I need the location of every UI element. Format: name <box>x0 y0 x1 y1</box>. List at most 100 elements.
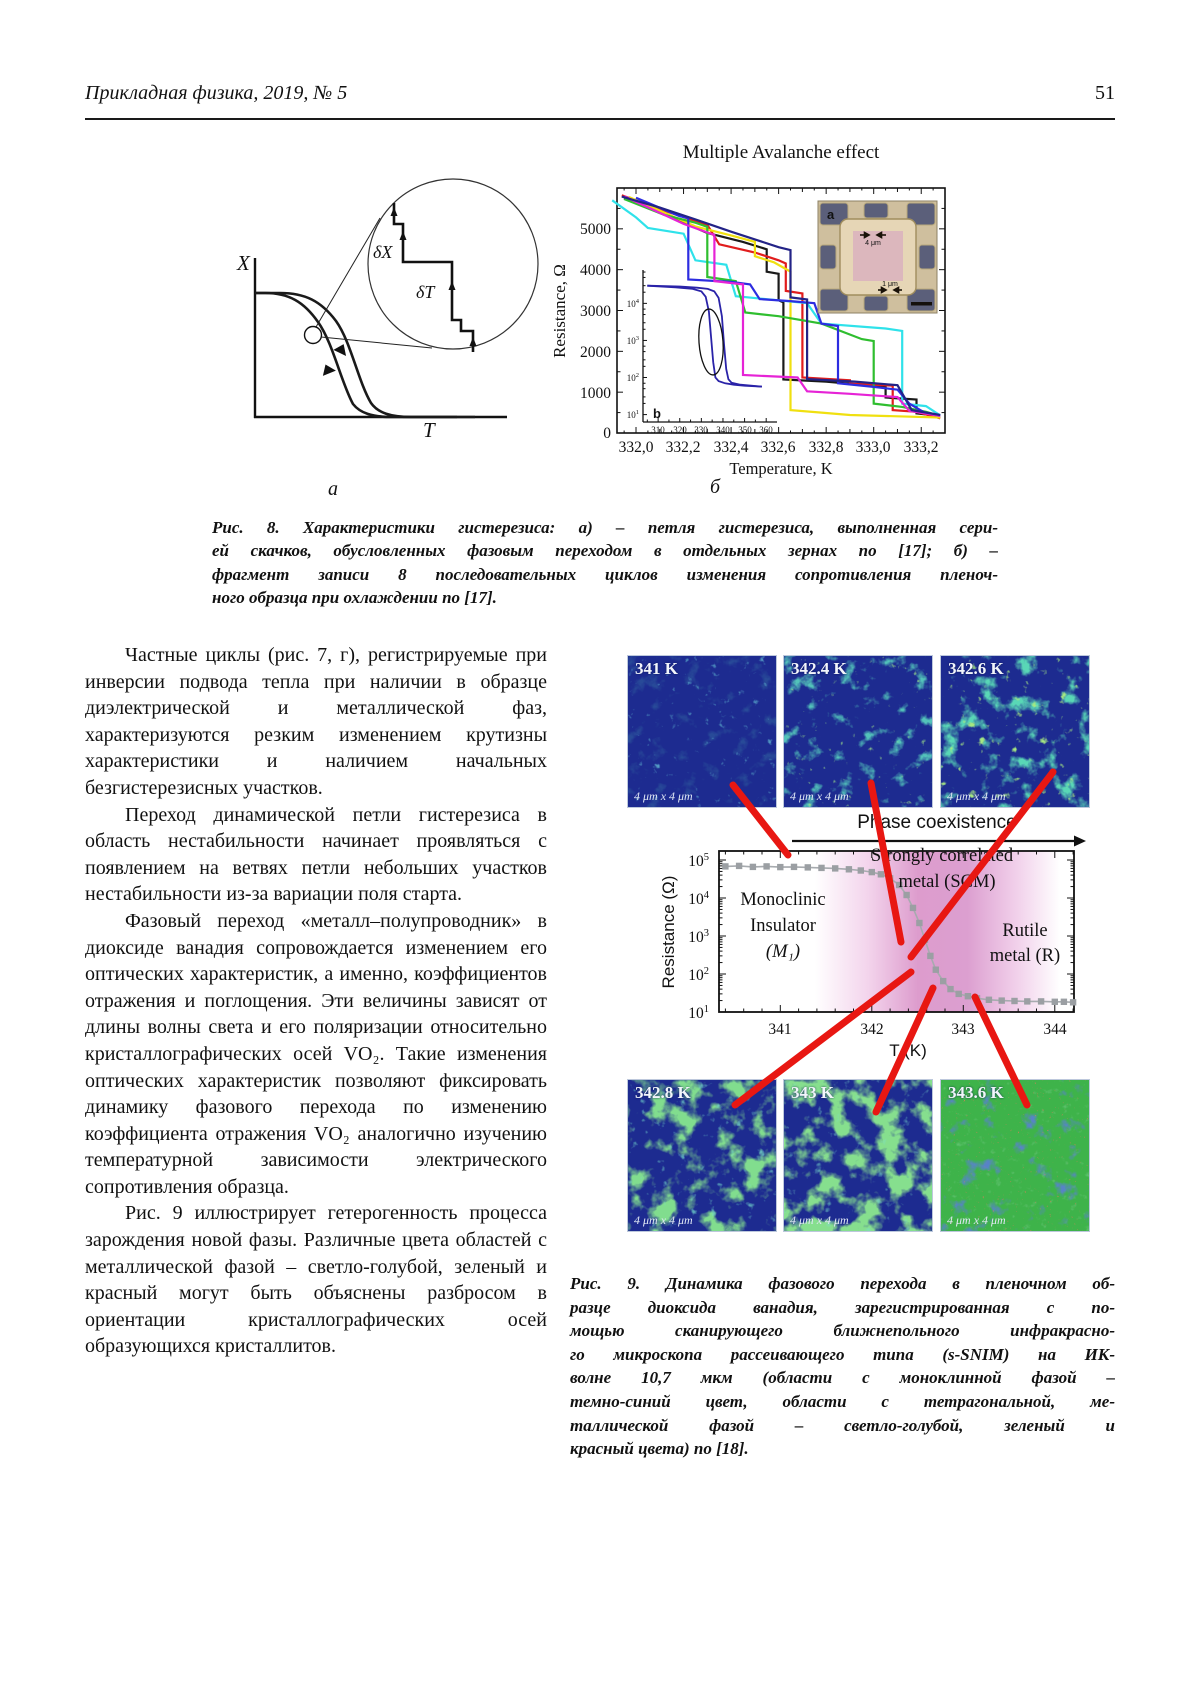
fig9-data-marker <box>921 936 929 943</box>
fig9-caption-line: Рис. 9. Динамика фазового перехода в пле… <box>570 1274 1115 1293</box>
fig9-data-marker <box>940 977 947 985</box>
fig8b-x-tick: 333,2 <box>904 439 939 456</box>
snim-temp-label: 342.6 K <box>948 659 1004 678</box>
inset-x-tick: 360 <box>759 425 773 435</box>
fig8b-x-tick: 332,4 <box>714 439 749 456</box>
micrograph-dim-bottom: 1 μm <box>882 281 898 288</box>
fig8a-hysteresis-curves <box>255 291 475 419</box>
fig9-x-axis-label: T (K) <box>889 1041 926 1060</box>
fig8b-curve-cycle-black <box>623 197 941 417</box>
micrograph-dim-top: 4 μm <box>865 240 881 247</box>
snim-image-342-4K: 342.4 K 4 μm x 4 μm <box>783 655 933 808</box>
fig9-data-marker <box>896 881 903 889</box>
fig9-axis-ticks <box>719 851 1074 1013</box>
snim-image-342-6K: 342.6 K 4 μm x 4 μm <box>940 655 1090 808</box>
fig9-data-marker <box>973 995 981 1002</box>
fig8b-inset-ticks <box>643 271 767 422</box>
paragraph: Частные циклы (рис. 7, г), регистрируемы… <box>85 644 547 799</box>
snim-image-341K: 341 K 4 μm x 4 μm <box>627 655 777 808</box>
fig8b-x-tick: 332,6 <box>761 439 796 456</box>
fig9-x-tick: 344 <box>1043 1021 1067 1038</box>
fig9-region-labels: Monoclinic Insulator (M₁) Strongly corre… <box>740 846 1060 966</box>
snim-temp-label: 343 K <box>791 1083 834 1102</box>
page-number: 51 <box>1095 82 1115 104</box>
fig9-data-marker <box>1069 999 1077 1006</box>
fig9-data-marker <box>932 966 939 973</box>
journal-title: Прикладная физика, 2019, № 5 <box>85 82 348 104</box>
fig9-data-marker <box>1011 997 1018 1005</box>
fig8-caption-line: ного образца при охлаждении по [17]. <box>212 587 497 607</box>
red-annotation-lines <box>729 768 1057 1116</box>
fig8b-y-tick-labels: 5000 4000 3000 2000 1000 0 <box>580 221 611 442</box>
fig8-sublabel-b: б <box>710 476 721 498</box>
svg-text:104: 104 <box>688 890 710 908</box>
fig8-sublabel-a: а <box>328 478 338 500</box>
fig8b-x-tick: 332,8 <box>809 439 844 456</box>
fig9-data-marker <box>1037 998 1045 1005</box>
fig9-y-tick-labels: 105 104 103 102 101 <box>688 852 710 1022</box>
fig8b-avalanche-plot: Multiple Avalanche effect 5000 4000 3000… <box>550 142 946 478</box>
snim-image-343K: 343 K 4 μm x 4 μm <box>783 1079 933 1232</box>
inset-x-tick: 310 <box>651 425 665 435</box>
fig8b-x-tick-labels: 332,0 332,2 332,4 332,6 332,8 333,0 333,… <box>619 439 939 456</box>
monoclinic-label-line: Monoclinic <box>740 890 825 910</box>
micrograph-film-area <box>853 231 903 281</box>
snim-size-label: 4 μm x 4 μm <box>947 789 1006 803</box>
running-header: Прикладная физика, 2019, № 5 51 <box>85 82 1115 105</box>
header-rule <box>85 118 1115 121</box>
fig8b-inset-loop-plot: b 310 320 330 340 350 360 104 103 102 10… <box>627 270 777 435</box>
fig9-data-marker <box>886 875 894 882</box>
fig8b-y-tick: 2000 <box>580 344 611 361</box>
fig8b-x-tick: 332,2 <box>666 439 701 456</box>
svg-text:101: 101 <box>688 1004 709 1022</box>
fig9-x-tick: 342 <box>860 1021 883 1038</box>
fig9-data-marker <box>818 864 825 872</box>
scm-label-line: Strongly correlated <box>871 846 1014 866</box>
phase-coexistence-label: Phase coexistence <box>857 812 1017 833</box>
fig8b-y-tick: 3000 <box>580 303 611 320</box>
inset-heating-branch <box>647 284 762 388</box>
snim-size-label: 4 μm x 4 μm <box>790 1213 849 1227</box>
phase-arrow-head <box>1074 835 1086 847</box>
snim-temp-label: 341 K <box>635 659 678 678</box>
fig9-data-marker <box>916 919 923 927</box>
fig9-caption: Рис. 9. Динамика фазового перехода в пле… <box>570 1272 1115 1461</box>
svg-text:103: 103 <box>627 335 639 346</box>
rutile-label-line: metal (R) <box>990 946 1060 966</box>
fig9-x-tick: 341 <box>768 1021 791 1038</box>
fig9-data-marker <box>804 864 811 871</box>
fig8a-hysteresis-diagram: X T δX δT <box>236 178 539 442</box>
scm-label-line: metal (SCM) <box>898 872 995 892</box>
micrograph-scale-bar <box>911 302 932 306</box>
svg-text:103: 103 <box>688 928 709 946</box>
inset-x-tick: 330 <box>694 425 708 435</box>
fig8a-zoom-source-circle <box>303 325 323 345</box>
fig9-caption-line: волне 10,7 мкм (области с моноклинной фа… <box>570 1368 1115 1388</box>
fig9-x-tick-labels: 341 342 343 344 <box>768 1021 1067 1038</box>
fig9-data-marker <box>985 996 993 1003</box>
fig9-data-marker <box>777 863 784 871</box>
fig9-data-marker <box>722 863 729 870</box>
snim-size-label: 4 μm x 4 μm <box>634 1213 693 1227</box>
fig8b-y-tick: 4000 <box>580 262 611 279</box>
fig8b-y-tick: 0 <box>603 425 611 442</box>
inset-x-tick: 340 <box>716 425 730 435</box>
fig8b-inset-curves <box>647 284 762 388</box>
fig8b-y-tick: 5000 <box>580 221 611 238</box>
snim-image-342-8K: 342.8 K 4 μm x 4 μm <box>627 1079 777 1232</box>
fig8b-curve-cycle-green <box>623 197 941 417</box>
fig8b-cycle-curves <box>611 194 941 420</box>
fig8a-connector-lines <box>315 217 433 349</box>
fig9-data-marker <box>749 863 757 871</box>
fig9-x-tick: 343 <box>951 1021 975 1038</box>
fig8-caption: Рис. 8. Характеристики гистерезиса: а) –… <box>212 516 998 609</box>
fig9-data-marker <box>832 865 839 872</box>
fig8b-x-axis-label: Temperature, K <box>729 459 832 478</box>
fig9-data-marker <box>955 990 962 998</box>
fig8b-inset-ellipse-annotation <box>698 308 724 376</box>
fig9-data-marker <box>964 993 972 1000</box>
fig8b-curve-cycle-blue <box>635 196 941 417</box>
fig8b-title: Multiple Avalanche effect <box>683 142 880 163</box>
fig8b-inset-y-tick-labels: 104 103 102 101 <box>627 298 640 420</box>
